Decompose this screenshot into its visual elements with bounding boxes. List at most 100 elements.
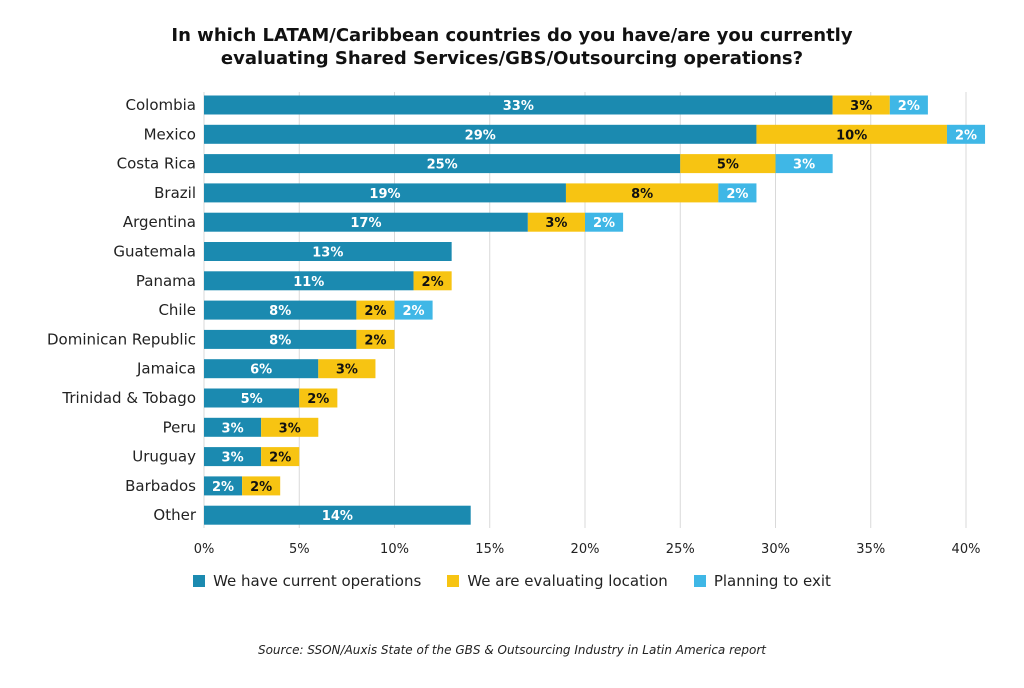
x-tick-label: 20% xyxy=(571,542,600,557)
bar-segment-evaluating xyxy=(527,212,585,232)
data-label: 8% xyxy=(269,333,291,348)
data-label: 5% xyxy=(241,392,263,407)
data-label: 2% xyxy=(403,304,425,319)
bar-segment-current xyxy=(204,329,357,349)
bar-segment-current xyxy=(204,359,319,379)
bar-segment-current xyxy=(204,300,357,320)
category-label: Panama xyxy=(136,272,196,290)
bar-segment-evaluating xyxy=(565,183,719,203)
category-label: Mexico xyxy=(144,125,196,143)
data-label: 3% xyxy=(336,363,358,378)
data-label: 2% xyxy=(898,99,920,114)
data-label: 2% xyxy=(364,333,386,348)
category-label: Brazil xyxy=(154,184,196,202)
x-tick-label: 40% xyxy=(952,542,981,557)
data-label: 11% xyxy=(293,275,324,290)
bar-segment-current xyxy=(204,417,262,437)
data-label: 14% xyxy=(322,509,353,524)
x-tick-label: 0% xyxy=(194,542,215,557)
data-label: 2% xyxy=(955,128,977,143)
bar-segment-exit xyxy=(718,183,757,203)
bar-segment-current xyxy=(204,505,471,525)
data-label: 3% xyxy=(279,421,301,436)
legend-swatch xyxy=(693,575,706,587)
bar-segment-exit xyxy=(889,95,928,115)
data-label: 8% xyxy=(269,304,291,319)
category-label: Guatemala xyxy=(113,243,196,261)
category-label: Dominican Republic xyxy=(47,330,196,348)
category-label: Barbados xyxy=(125,477,196,495)
category-labels: Colombia Mexico Costa Rica Brazil Argentina G… xyxy=(47,96,197,524)
bar-segment-current xyxy=(204,154,681,174)
data-label: 5% xyxy=(717,158,739,173)
category-label: Costa Rica xyxy=(117,155,196,173)
chart-title: In which LATAM/Caribbean countries do yo… xyxy=(0,24,1024,70)
bar-segment-exit xyxy=(946,124,986,144)
legend-swatch xyxy=(193,575,206,587)
bar-segment-evaluating xyxy=(299,388,338,408)
bar-segment-evaluating xyxy=(261,447,300,467)
x-axis-tick-labels: 0% 5% 10% 15% 20% 25% 30% 35% 40% xyxy=(194,542,981,557)
data-label: 13% xyxy=(312,246,343,261)
category-label: Other xyxy=(153,506,196,524)
legend-item-current: We have current operations xyxy=(193,572,421,590)
data-labels: 33% 3% 2% 29% 10% 2% 25% 5% 3% 19% 8% 2% 17% 3% 2% 13% 1… xyxy=(212,99,977,524)
data-label: 2% xyxy=(364,304,386,319)
bar-segment-evaluating xyxy=(261,417,319,437)
bar-segment-evaluating xyxy=(242,476,281,496)
legend-label: Planning to exit xyxy=(713,572,831,590)
data-label: 3% xyxy=(222,421,244,436)
x-tick-label: 15% xyxy=(475,542,504,557)
data-label: 2% xyxy=(307,392,329,407)
bar-segment-current xyxy=(204,124,757,144)
bar-segment-current xyxy=(204,242,452,261)
data-label: 3% xyxy=(793,158,815,173)
bar-segment-evaluating xyxy=(832,95,890,115)
data-label: 6% xyxy=(250,363,272,378)
bar-segment-current xyxy=(204,476,243,496)
bar-segment-evaluating xyxy=(680,154,776,174)
source-note: Source: SSON/Auxis State of the GBS & Ou… xyxy=(257,643,767,657)
bar-series xyxy=(204,95,986,525)
bar-segment-current xyxy=(204,388,300,408)
data-label: 10% xyxy=(836,128,867,143)
bar-segment-current xyxy=(204,447,262,467)
bar-segment-evaluating xyxy=(413,271,452,291)
data-label: 3% xyxy=(222,451,244,466)
x-tick-label: 35% xyxy=(856,542,885,557)
bar-segment-current xyxy=(204,95,833,115)
data-label: 2% xyxy=(593,216,615,231)
legend: We have current operations We are evaluat… xyxy=(0,572,1024,590)
data-label: 2% xyxy=(212,480,234,495)
x-tick-label: 25% xyxy=(666,542,695,557)
bar-segment-current xyxy=(204,183,566,203)
bar-segment-current xyxy=(204,271,414,291)
data-label: 17% xyxy=(350,216,381,231)
data-label: 25% xyxy=(427,158,458,173)
category-label: Uruguay xyxy=(132,448,196,466)
legend-label: We are evaluating location xyxy=(467,572,668,590)
chart-title-line-2: evaluating Shared Services/GBS/Outsourci… xyxy=(220,48,804,69)
chart-title-line-1: In which LATAM/Caribbean countries do yo… xyxy=(171,25,853,46)
category-label: Chile xyxy=(158,301,196,319)
x-tick-label: 5% xyxy=(289,542,310,557)
category-label: Colombia xyxy=(126,96,197,114)
bar-segment-current xyxy=(204,212,528,232)
data-label: 2% xyxy=(726,187,748,202)
bar-segment-exit xyxy=(775,154,833,174)
category-label: Peru xyxy=(163,418,196,436)
data-label: 2% xyxy=(422,275,444,290)
data-label: 2% xyxy=(269,451,291,466)
category-label: Argentina xyxy=(123,213,196,231)
data-label: 3% xyxy=(850,99,872,114)
data-label: 8% xyxy=(631,187,653,202)
bar-segment-evaluating xyxy=(318,359,376,379)
bar-segment-evaluating xyxy=(356,329,395,349)
bar-segment-exit xyxy=(585,212,624,232)
bar-segment-evaluating xyxy=(356,300,395,320)
data-label: 29% xyxy=(465,128,496,143)
data-label: 19% xyxy=(369,187,400,202)
legend-label: We have current operations xyxy=(213,572,422,590)
x-tick-label: 30% xyxy=(761,542,790,557)
data-label: 2% xyxy=(250,480,272,495)
